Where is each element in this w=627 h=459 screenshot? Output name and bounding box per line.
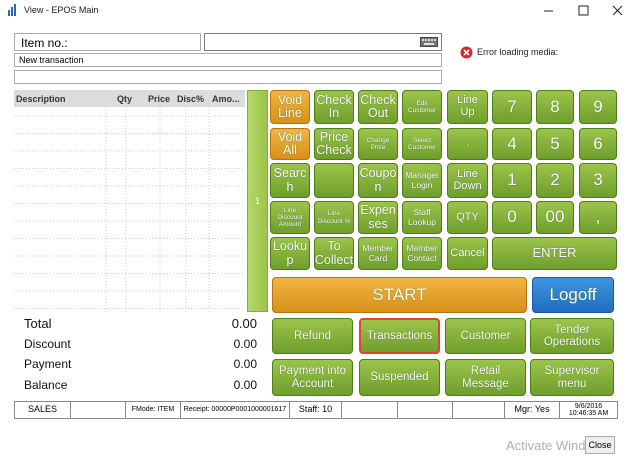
column-header: Disc%	[177, 94, 205, 104]
status-cell: FMode: ITEM	[126, 402, 181, 418]
total-label: Payment	[24, 357, 72, 371]
keypad-key[interactable]: To Collect	[314, 237, 354, 270]
keypad-key[interactable]: 6	[579, 128, 617, 160]
keypad-key[interactable]: .	[447, 128, 488, 160]
action-button[interactable]: Tender Operations	[530, 318, 614, 354]
status-cell: 9/6/2016 10:46:35 AM	[560, 402, 618, 418]
action-button[interactable]: Supervisor menu	[530, 359, 614, 396]
total-value: 0.00	[233, 357, 257, 371]
status-bar: SALES FMode: ITEM Receipt: 00000P000100000…	[14, 401, 618, 419]
total-value: 0.00	[233, 337, 257, 351]
action-button[interactable]: Customer	[445, 318, 526, 354]
keypad-key[interactable]: Line Discount Amount	[270, 201, 310, 234]
keypad-key[interactable]: QTY	[447, 201, 488, 234]
keypad-key[interactable]: Line Discount %	[314, 201, 354, 234]
status-cell: Mgr: Yes	[505, 402, 561, 418]
action-button[interactable]: Refund	[272, 318, 353, 354]
total-label: Balance	[24, 378, 68, 392]
side-tab[interactable]: 1	[247, 90, 268, 312]
transaction-status: New transaction	[14, 53, 442, 67]
keypad-key[interactable]	[314, 163, 354, 198]
action-button[interactable]: Payment into Account	[272, 359, 353, 396]
action-button[interactable]: Suspended	[359, 359, 440, 396]
column-header: Qty	[117, 94, 133, 104]
window-title: View - EPOS Main	[24, 5, 99, 15]
keyboard-icon[interactable]	[420, 37, 438, 47]
error-icon	[460, 46, 473, 59]
total-label: Total	[24, 316, 52, 331]
keypad-key[interactable]: 7	[492, 90, 532, 124]
logoff-button[interactable]: Logoff	[532, 277, 614, 313]
column-header: Amo...	[212, 94, 240, 104]
status-cell	[71, 402, 126, 418]
keypad-key[interactable]: Coupo n	[358, 163, 398, 198]
keypad-key[interactable]: Edit Customer	[402, 90, 442, 124]
keypad-key[interactable]: Searc h	[270, 163, 310, 198]
keypad-key[interactable]: 9	[579, 90, 617, 124]
status-cell: Staff: 10	[290, 402, 343, 418]
keypad-key[interactable]: 4	[492, 128, 532, 160]
column-header: Price	[148, 94, 171, 104]
status-cell	[398, 402, 454, 418]
keypad-key[interactable]: Manager Login	[402, 163, 442, 198]
keypad-key[interactable]: Check In	[314, 90, 354, 124]
keypad-key[interactable]: Staff Lookup	[402, 201, 442, 234]
item-input[interactable]	[204, 33, 442, 51]
table-grid	[14, 107, 245, 312]
keypad-key[interactable]: Change Price	[358, 128, 398, 160]
keypad-key[interactable]: Line Up	[447, 90, 488, 124]
info-box	[14, 70, 442, 84]
column-header: Description	[16, 94, 66, 104]
start-button[interactable]: START	[272, 277, 527, 313]
total-value: 0.00	[233, 378, 257, 392]
keypad-key[interactable]: 0	[492, 201, 532, 234]
keypad-key[interactable]: 1	[492, 163, 532, 198]
keypad-key[interactable]: 5	[536, 128, 574, 160]
keypad-key[interactable]: Select Customer	[402, 128, 442, 160]
keypad-key[interactable]: Void All	[270, 128, 310, 160]
keypad-key[interactable]: 3	[579, 163, 617, 198]
window-controls[interactable]	[530, 0, 627, 22]
keypad-key[interactable]: Price Check	[314, 128, 354, 160]
keypad-key[interactable]: Cancel	[447, 237, 488, 270]
keypad-key[interactable]: Void Line	[270, 90, 310, 124]
keypad-key[interactable]: Member Contact	[402, 237, 442, 270]
total-value: 0.00	[231, 316, 257, 331]
action-button[interactable]: Retail Message	[445, 359, 526, 396]
keypad-key[interactable]: ENTER	[492, 237, 617, 270]
status-cell: Receipt: 00000P0001000001617	[181, 402, 290, 418]
item-label: Item no.:	[14, 33, 201, 51]
status-cell	[453, 402, 506, 418]
status-cell: SALES	[15, 402, 71, 418]
keypad-key[interactable]: Check Out	[358, 90, 398, 124]
keypad-key[interactable]: Expen ses	[358, 201, 398, 234]
keypad-key[interactable]: Line Down	[447, 163, 488, 198]
title-bar: View - EPOS Main	[0, 0, 627, 22]
media-error: Error loading media:	[477, 47, 559, 57]
table-header	[14, 90, 245, 107]
keypad-key[interactable]: 8	[536, 90, 574, 124]
keypad-key[interactable]: 00	[536, 201, 574, 234]
total-label: Discount	[24, 337, 71, 351]
close-button[interactable]: Close	[585, 436, 615, 454]
keypad-key[interactable]: ,	[579, 201, 617, 234]
keypad-key[interactable]: Member Card	[358, 237, 398, 270]
action-button[interactable]: Transactions	[359, 318, 440, 354]
app-icon	[8, 4, 16, 16]
keypad-key[interactable]: 2	[536, 163, 574, 198]
status-cell	[342, 402, 399, 418]
keypad-key[interactable]: Looku p	[270, 237, 310, 270]
